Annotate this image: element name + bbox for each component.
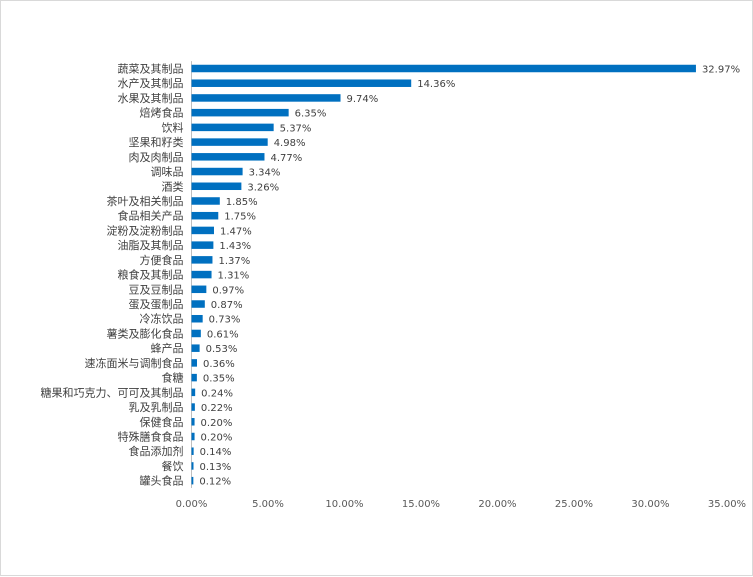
- data-label: 4.77%: [270, 153, 302, 164]
- data-label: 0.12%: [199, 477, 231, 488]
- bars-layer: [191, 64, 696, 485]
- category-label: 餐饮: [162, 459, 184, 473]
- data-label: 4.98%: [274, 138, 306, 149]
- category-label: 焙烤食品: [140, 106, 184, 120]
- bar: [191, 182, 242, 191]
- bar: [191, 256, 213, 264]
- category-label: 茶叶及相关制品: [107, 194, 184, 208]
- data-label: 5.37%: [280, 123, 312, 134]
- category-label: 糖果和巧克力、可可及其制品: [41, 385, 184, 399]
- data-label: 0.13%: [199, 462, 231, 473]
- category-label: 特殊膳食食品: [118, 430, 184, 444]
- category-label: 调味品: [151, 166, 184, 179]
- data-label: 0.61%: [207, 329, 239, 340]
- bar: [191, 270, 212, 279]
- category-label: 油脂及其制品: [118, 238, 184, 252]
- data-label: 6.35%: [295, 109, 327, 120]
- bar: [191, 418, 195, 426]
- bar: [191, 462, 194, 470]
- category-label: 肉及肉制品: [129, 151, 184, 164]
- category-label: 食品相关产品: [118, 209, 184, 223]
- bar: [191, 285, 207, 294]
- x-tick-label: 10.00%: [325, 499, 363, 510]
- x-tick-label: 5.00%: [252, 499, 284, 510]
- bar: [191, 167, 243, 176]
- bar: [191, 329, 201, 338]
- category-label: 保健食品: [140, 415, 184, 429]
- data-label: 0.14%: [200, 447, 232, 458]
- category-label: 蜂产品: [151, 341, 184, 355]
- bar: [191, 373, 197, 382]
- bar: [191, 197, 220, 205]
- bar: [191, 432, 195, 441]
- category-label: 食品添加剂: [129, 444, 184, 458]
- data-label: 1.85%: [226, 197, 258, 208]
- bar: [191, 300, 205, 308]
- category-label: 蛋及蛋制品: [129, 298, 184, 311]
- category-label: 粮食及其制品: [118, 268, 184, 282]
- category-label: 蔬菜及其制品: [118, 63, 184, 76]
- bar: [191, 344, 200, 352]
- category-label: 乳及乳制品: [129, 401, 184, 414]
- bar: [191, 123, 274, 132]
- data-label: 0.22%: [201, 403, 233, 414]
- data-label: 0.24%: [201, 388, 233, 399]
- bar: [191, 403, 195, 411]
- bar: [191, 64, 696, 73]
- bar: [191, 314, 203, 323]
- data-label: 1.31%: [218, 271, 250, 282]
- x-tick-label: 25.00%: [555, 499, 593, 510]
- category-label: 食糖: [162, 371, 184, 385]
- bar: [191, 94, 341, 102]
- bar: [191, 153, 265, 161]
- labels-layer: 蔬菜及其制品 32.97% 水产及其制品 14.36% 水果及其制品 9.74% 焙烤食品 6…: [41, 63, 741, 488]
- category-label: 酒类: [162, 179, 184, 193]
- bar: [191, 476, 194, 485]
- category-label: 罐头食品: [140, 474, 184, 488]
- data-label: 1.75%: [224, 212, 256, 223]
- category-label: 坚果和籽类: [129, 135, 184, 149]
- category-label: 方便食品: [140, 253, 184, 267]
- category-label: 淀粉及淀粉制品: [107, 223, 184, 237]
- bar: [191, 138, 268, 146]
- category-label: 豆及豆制品: [129, 283, 184, 296]
- bar: [191, 241, 214, 249]
- bar: [191, 108, 289, 117]
- category-label: 冷冻饮品: [140, 312, 184, 326]
- data-label: 32.97%: [702, 65, 740, 76]
- x-tick-label: 0.00%: [176, 499, 208, 510]
- data-label: 3.26%: [247, 182, 279, 193]
- data-label: 14.36%: [417, 79, 455, 90]
- bar: [191, 447, 194, 455]
- data-label: 0.20%: [201, 433, 233, 444]
- data-label: 3.34%: [249, 168, 281, 179]
- data-label: 0.36%: [203, 359, 235, 370]
- x-tick-label: 30.00%: [631, 499, 669, 510]
- x-tick-label: 35.00%: [708, 499, 746, 510]
- data-label: 0.35%: [203, 374, 235, 385]
- data-label: 1.37%: [218, 256, 250, 267]
- data-label: 0.97%: [212, 285, 244, 296]
- data-label: 0.73%: [209, 315, 241, 326]
- x-tick-label: 15.00%: [402, 499, 440, 510]
- category-label: 薯类及膨化食品: [107, 326, 184, 340]
- category-label: 水果及其制品: [118, 92, 184, 105]
- bar: [191, 359, 198, 367]
- data-label: 0.53%: [206, 344, 238, 355]
- data-label: 9.74%: [347, 94, 379, 105]
- category-label: 速冻面米与调制食品: [85, 356, 184, 370]
- bar: [191, 226, 214, 235]
- category-label: 饮料: [162, 120, 184, 134]
- data-label: 1.47%: [220, 226, 252, 237]
- data-label: 0.87%: [211, 300, 243, 311]
- bar: [191, 79, 412, 87]
- bar: [191, 211, 219, 220]
- data-label: 1.43%: [219, 241, 251, 252]
- bar: [191, 388, 196, 397]
- x-tick-label: 20.00%: [478, 499, 516, 510]
- category-label: 水产及其制品: [118, 76, 184, 90]
- data-label: 0.20%: [201, 418, 233, 429]
